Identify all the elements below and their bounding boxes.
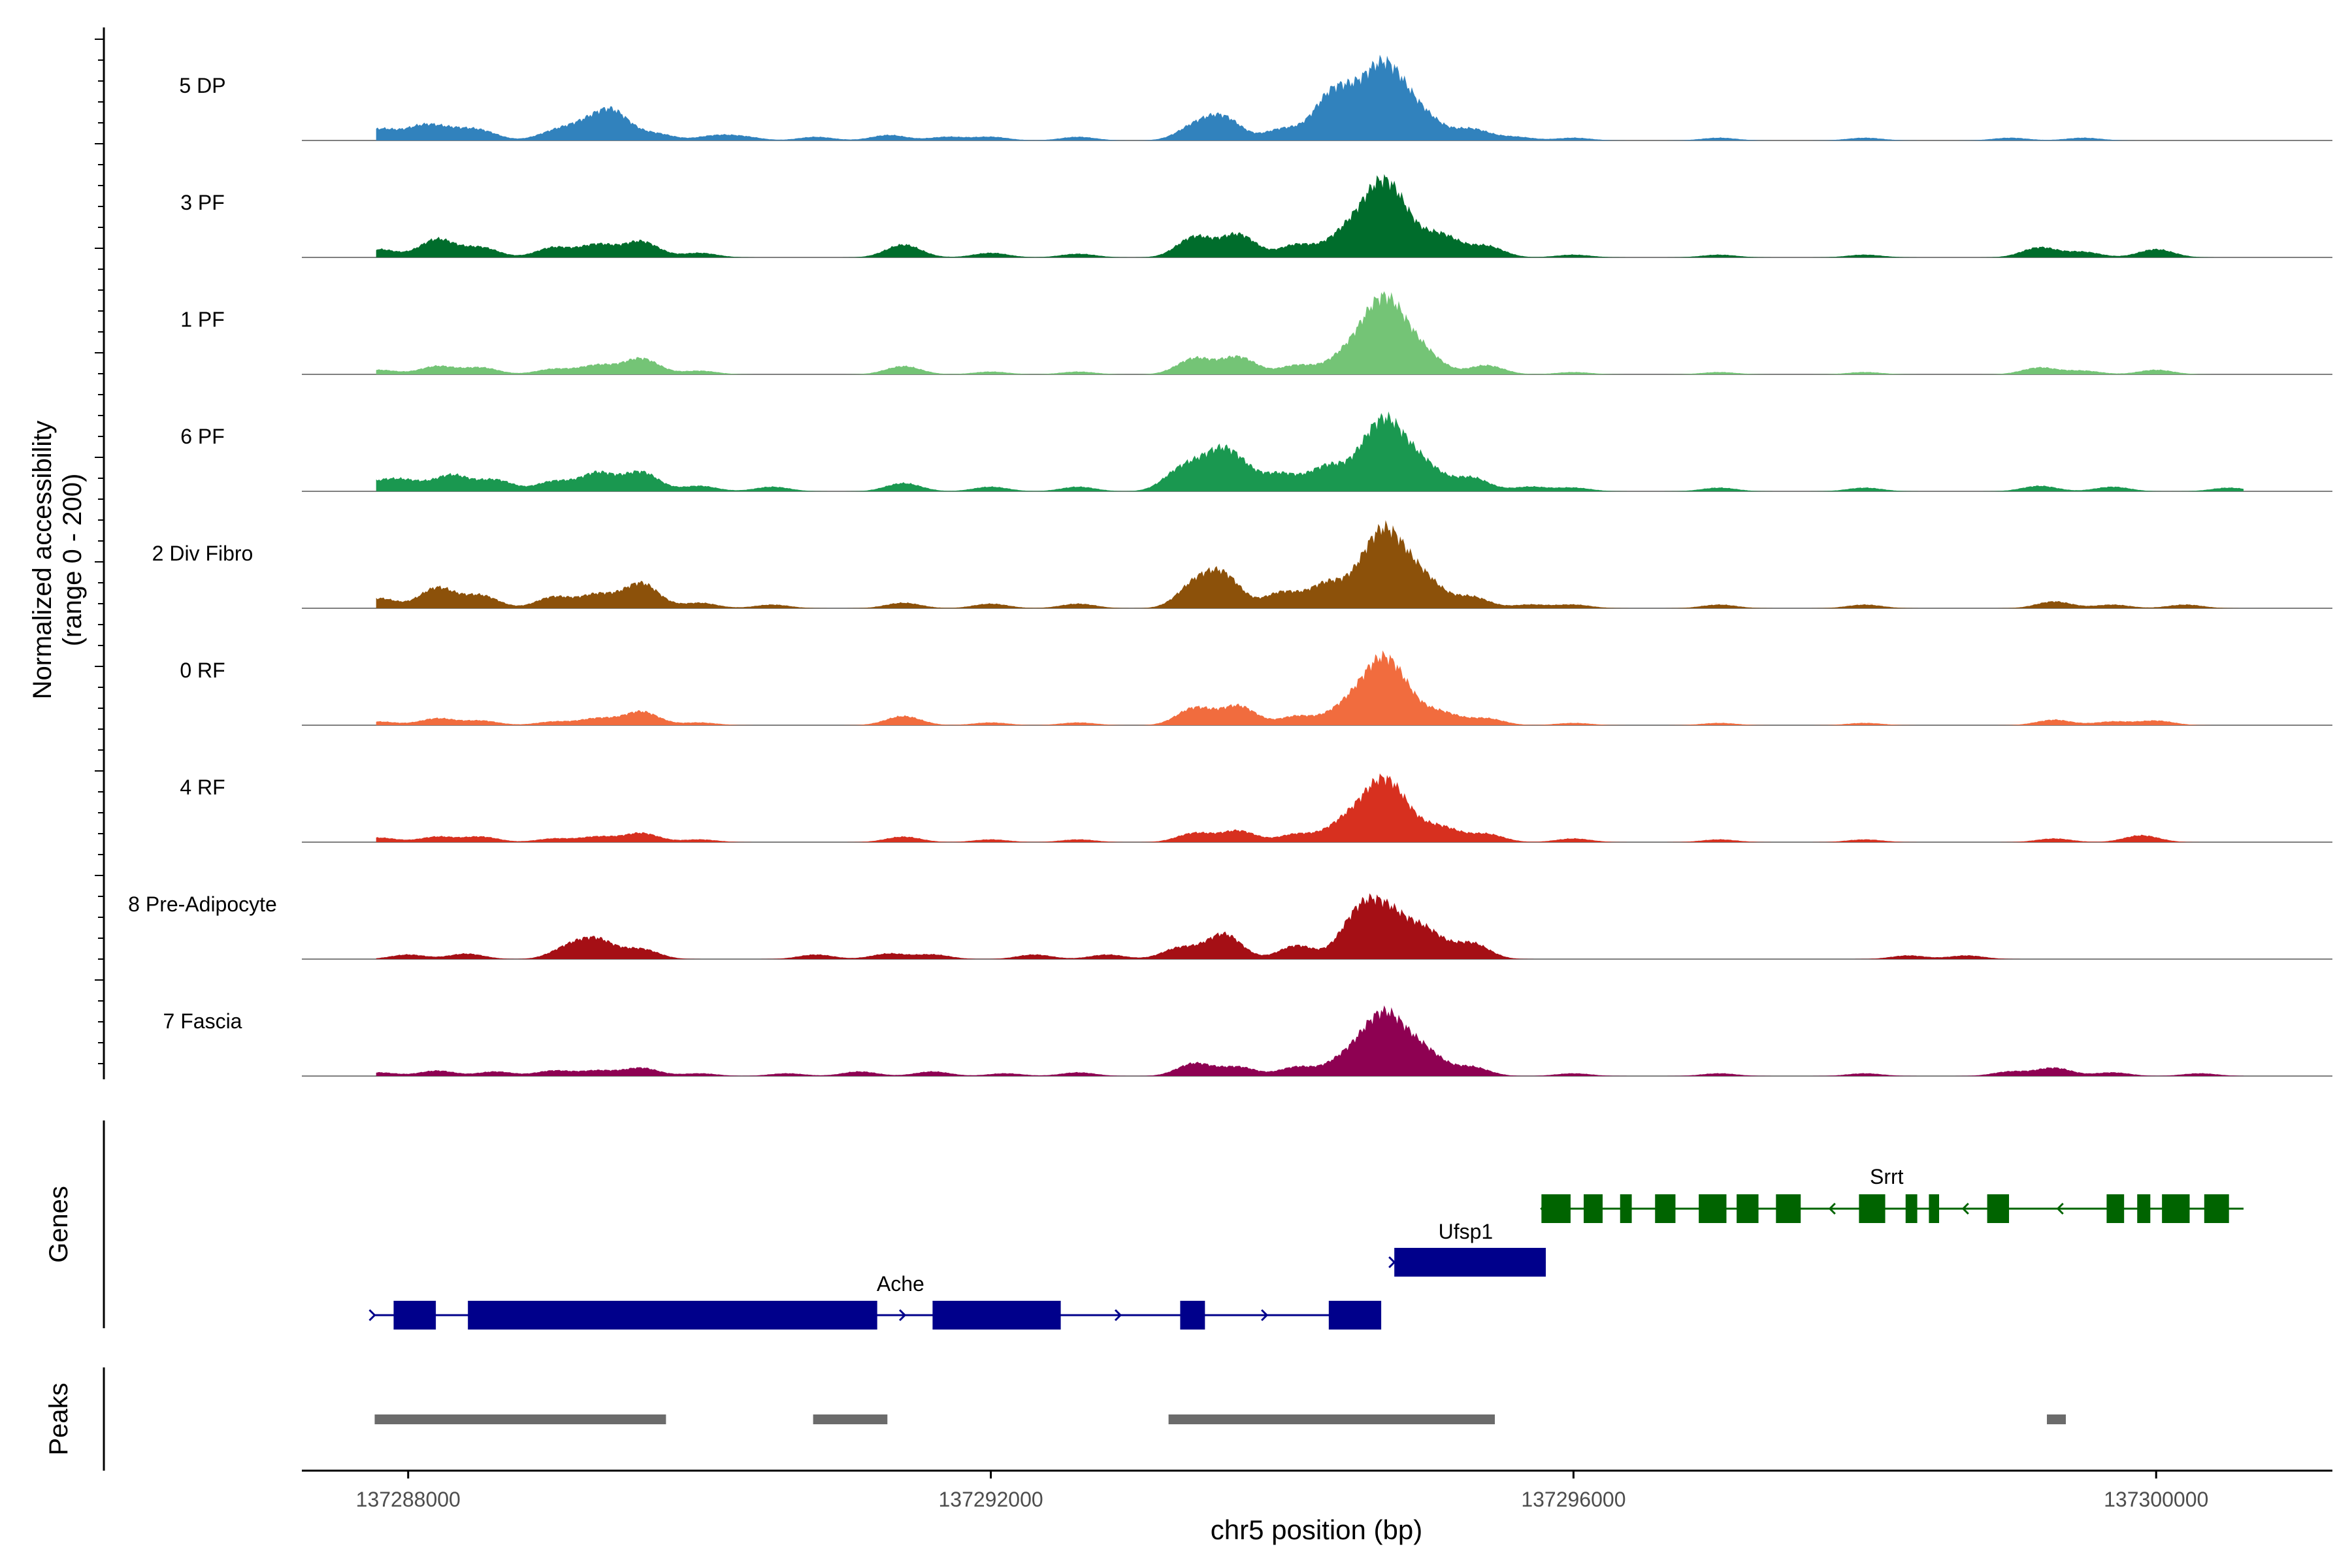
coverage-area — [376, 650, 2244, 725]
x-tick-label: 137292000 — [938, 1488, 1043, 1511]
gene-ache: Ache — [368, 1272, 1382, 1330]
y-axis-title-line2: (range 0 - 200) — [58, 474, 87, 647]
track-7-fascia: 7 Fascia — [163, 1005, 2332, 1077]
exon — [468, 1301, 877, 1330]
strand-chevron-icon — [1828, 1202, 1836, 1215]
track-label: 4 RF — [180, 776, 225, 799]
exon — [1394, 1248, 1546, 1277]
exon — [1929, 1194, 1940, 1223]
coverage-area — [376, 520, 2244, 608]
track-label: 6 PF — [180, 425, 225, 448]
peaks-panel: Peaks — [44, 1367, 2066, 1471]
gene-srrt: Srrt — [1540, 1165, 2244, 1223]
exon — [1699, 1194, 1727, 1223]
exon — [1655, 1194, 1676, 1223]
gene-panel: Genes Ache Ufsp1 Srrt — [44, 1120, 2244, 1330]
peak-region — [1168, 1414, 1495, 1424]
coverage-area — [376, 54, 2244, 140]
peak-region — [813, 1414, 888, 1424]
track-0-rf: 0 RF — [180, 650, 2332, 726]
exon — [932, 1301, 1061, 1330]
exon — [1328, 1301, 1382, 1330]
peaks-panel-label: Peaks — [44, 1382, 73, 1455]
coverage-area — [376, 773, 2244, 842]
strand-chevron-icon — [1388, 1256, 1396, 1269]
coverage-panel: 5 DP 3 PF 1 PF 6 PF 2 Div Fibro 0 RF 4 RF 8 Pre… — [128, 54, 2332, 1077]
track-5-dp: 5 DP — [179, 54, 2332, 141]
exon — [1905, 1194, 1918, 1223]
track-1-pf: 1 PF — [180, 291, 2332, 375]
track-label: 7 Fascia — [163, 1009, 242, 1033]
track-6-pf: 6 PF — [180, 411, 2332, 492]
track-label: 1 PF — [180, 308, 225, 331]
exon — [1584, 1194, 1603, 1223]
strand-chevron-icon — [368, 1309, 376, 1322]
exon — [1620, 1194, 1632, 1223]
genes-panel-label: Genes — [44, 1186, 73, 1263]
x-tick-label: 137288000 — [356, 1488, 461, 1511]
exon — [393, 1301, 436, 1330]
exon — [2106, 1194, 2125, 1223]
x-axis-title: chr5 position (bp) — [1211, 1514, 1423, 1545]
coverage-area — [376, 411, 2244, 491]
gene-label: Srrt — [1870, 1165, 1904, 1188]
peak-region — [2047, 1414, 2066, 1424]
track-label: 8 Pre-Adipocyte — [128, 892, 277, 916]
track-label: 5 DP — [179, 74, 225, 97]
track-label: 0 RF — [180, 659, 225, 682]
exon — [1776, 1194, 1801, 1223]
track-2-div-fibro: 2 Div Fibro — [152, 520, 2332, 609]
strand-chevron-icon — [2056, 1202, 2064, 1215]
exon — [1541, 1194, 1571, 1223]
coverage-area — [376, 893, 2244, 959]
track-4-rf: 4 RF — [180, 773, 2332, 843]
exon — [1859, 1194, 1886, 1223]
coverage-area — [376, 291, 2244, 374]
track-3-pf: 3 PF — [180, 174, 2332, 258]
strand-chevron-icon — [898, 1309, 907, 1322]
exon — [2162, 1194, 2190, 1223]
exon — [1737, 1194, 1759, 1223]
track-label: 3 PF — [180, 191, 225, 214]
x-tick-label: 137300000 — [2104, 1488, 2208, 1511]
y-axis-title-line1: Normalized accessibility — [28, 421, 57, 700]
peak-region — [374, 1414, 666, 1424]
strand-chevron-icon — [1114, 1309, 1122, 1322]
track-label: 2 Div Fibro — [152, 542, 253, 565]
x-tick-label: 137296000 — [1521, 1488, 1625, 1511]
coverage-y-axis — [95, 27, 105, 1079]
strand-chevron-icon — [1540, 1202, 1548, 1215]
coverage-area — [376, 1005, 2244, 1076]
gene-ufsp1: Ufsp1 — [1388, 1220, 1546, 1277]
track-8-pre-adipocyte: 8 Pre-Adipocyte — [128, 892, 2332, 960]
exon — [1987, 1194, 2010, 1223]
exon — [2137, 1194, 2151, 1223]
exon — [2204, 1194, 2229, 1223]
strand-chevron-icon — [1961, 1202, 1969, 1215]
gene-label: Ufsp1 — [1439, 1220, 1494, 1243]
x-axis: 137288000 137292000 137296000 137300000 — [302, 1469, 2332, 1511]
gene-label: Ache — [877, 1272, 924, 1296]
exon — [1180, 1301, 1205, 1330]
strand-chevron-icon — [1261, 1309, 1269, 1322]
coverage-area — [376, 174, 2244, 257]
